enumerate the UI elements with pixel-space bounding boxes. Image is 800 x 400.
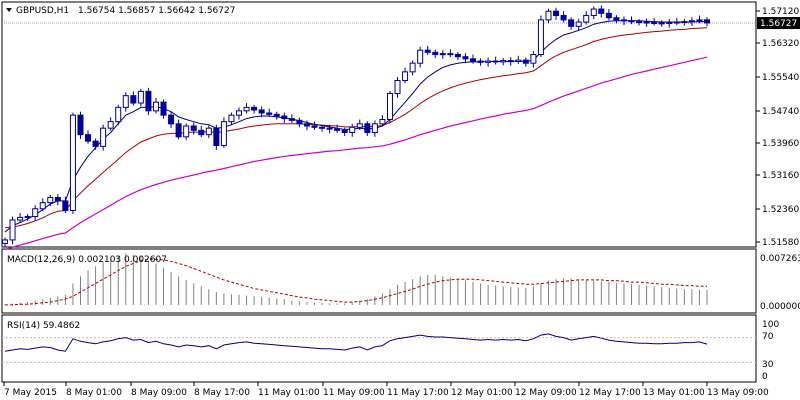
price-header: GBPUSD,H1 1.56754 1.56857 1.56642 1.5672… bbox=[6, 6, 235, 16]
price-tick-label: 1.56320 bbox=[762, 39, 799, 49]
candle bbox=[78, 112, 83, 139]
candle bbox=[146, 88, 151, 115]
candle bbox=[70, 113, 75, 214]
time-tick-label: 13 May 01:00 bbox=[643, 388, 705, 398]
time-tick-label: 12 May 17:00 bbox=[579, 388, 641, 398]
candle bbox=[221, 117, 226, 148]
time-tick-label: 8 May 01:00 bbox=[66, 388, 122, 398]
rsi-tick-label: 100 bbox=[762, 320, 779, 330]
time-tick-label: 13 May 09:00 bbox=[707, 388, 769, 398]
time-tick-label: 8 May 09:00 bbox=[131, 388, 187, 398]
macd-tick-label: 0.007263 bbox=[760, 254, 800, 264]
rsi-tick-label: 0 bbox=[762, 372, 768, 382]
time-tick-label: 11 May 17:00 bbox=[387, 388, 449, 398]
price-tick-label: 1.53160 bbox=[762, 171, 799, 181]
time-tick-label: 11 May 01:00 bbox=[258, 388, 320, 398]
rsi-tick-label: 70 bbox=[762, 332, 774, 342]
macd-tick-label: 0.000000 bbox=[760, 302, 800, 312]
macd-title: MACD(12,26,9) 0.002103 0.002607 bbox=[7, 255, 167, 265]
time-tick-label: 12 May 01:00 bbox=[451, 388, 513, 398]
symbol-label: GBPUSD,H1 bbox=[16, 6, 69, 16]
price-tick-label: 1.51580 bbox=[762, 238, 799, 248]
time-tick-label: 7 May 2015 bbox=[4, 388, 57, 398]
current-price-marker: 1.56727 bbox=[757, 17, 800, 29]
price-tick-label: 1.53960 bbox=[762, 139, 799, 149]
candle bbox=[387, 91, 392, 123]
price-tick-label: 1.57120 bbox=[762, 7, 799, 17]
ohlc-readout: 1.56754 1.56857 1.56642 1.56727 bbox=[78, 6, 235, 16]
time-tick-label: 12 May 09:00 bbox=[515, 388, 577, 398]
current-price-label: 1.56727 bbox=[760, 19, 797, 29]
price-tick-label: 1.55540 bbox=[762, 73, 799, 83]
price-tick-label: 1.54740 bbox=[762, 107, 799, 117]
rsi-title: RSI(14) 59.4862 bbox=[7, 321, 80, 331]
candle bbox=[538, 16, 543, 58]
candle bbox=[116, 105, 121, 125]
price-tick-label: 1.52360 bbox=[762, 205, 799, 215]
candle bbox=[101, 125, 106, 151]
rsi-tick-label: 30 bbox=[762, 360, 774, 370]
time-tick-label: 11 May 09:00 bbox=[323, 388, 385, 398]
candle bbox=[10, 217, 15, 245]
time-tick-label: 8 May 17:00 bbox=[194, 388, 250, 398]
